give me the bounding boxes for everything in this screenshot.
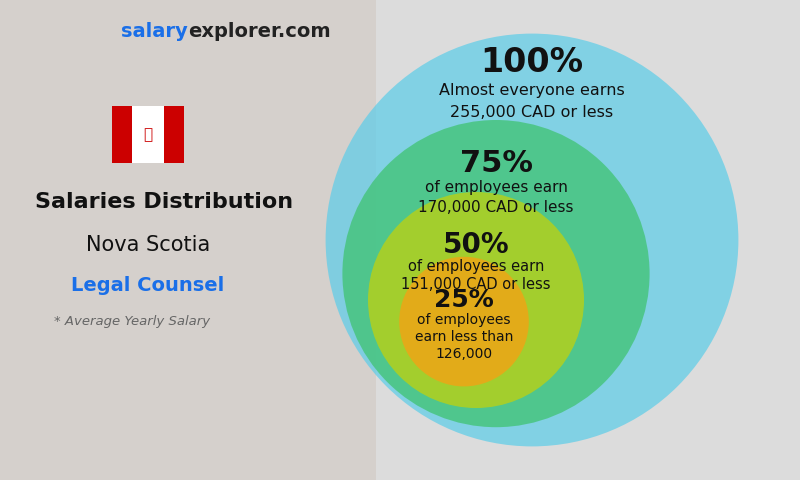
Text: 25%: 25% bbox=[434, 288, 494, 312]
Circle shape bbox=[399, 257, 529, 386]
Bar bbox=[112, 106, 132, 163]
Bar bbox=[164, 106, 184, 163]
Text: Salaries Distribution: Salaries Distribution bbox=[35, 192, 293, 212]
Text: Legal Counsel: Legal Counsel bbox=[71, 276, 225, 295]
Circle shape bbox=[342, 120, 650, 427]
Text: 170,000 CAD or less: 170,000 CAD or less bbox=[418, 200, 574, 215]
Circle shape bbox=[326, 34, 738, 446]
Text: salary: salary bbox=[122, 22, 188, 41]
Text: 75%: 75% bbox=[459, 149, 533, 178]
Text: explorer.com: explorer.com bbox=[188, 22, 330, 41]
Text: * Average Yearly Salary: * Average Yearly Salary bbox=[54, 315, 210, 328]
Text: 100%: 100% bbox=[481, 46, 583, 79]
Bar bbox=[0, 0, 376, 480]
Text: Almost everyone earns: Almost everyone earns bbox=[439, 83, 625, 98]
Text: 126,000: 126,000 bbox=[435, 347, 493, 360]
Text: earn less than: earn less than bbox=[415, 330, 513, 344]
Text: of employees: of employees bbox=[418, 312, 510, 326]
Text: of employees earn: of employees earn bbox=[408, 259, 544, 274]
Text: 255,000 CAD or less: 255,000 CAD or less bbox=[450, 105, 614, 120]
Text: 50%: 50% bbox=[442, 231, 510, 259]
Circle shape bbox=[368, 192, 584, 408]
Text: Nova Scotia: Nova Scotia bbox=[86, 235, 210, 255]
Bar bbox=[132, 106, 164, 163]
Text: of employees earn: of employees earn bbox=[425, 180, 567, 195]
Text: 151,000 CAD or less: 151,000 CAD or less bbox=[402, 277, 550, 292]
Text: 🍁: 🍁 bbox=[143, 127, 153, 142]
